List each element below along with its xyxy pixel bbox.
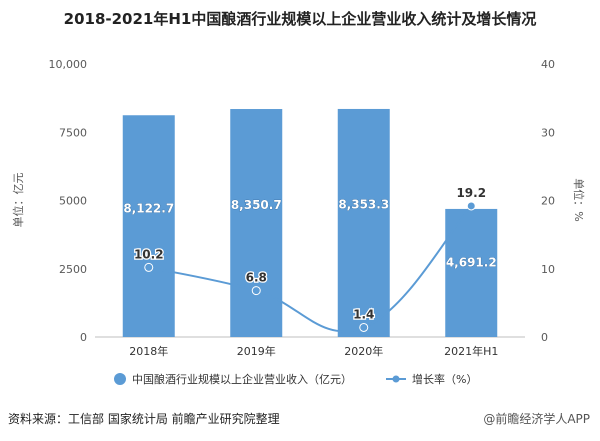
y-right-tick-label: 30: [541, 126, 555, 139]
y-left-tick-label: 2500: [59, 263, 87, 276]
axes: 0 2500 5000 7500 10,000 0 10 20 30 40 单位：亿元 单位：% 201…: [11, 58, 586, 358]
bar: [445, 208, 498, 337]
y-right-tick-label: 20: [541, 195, 555, 208]
data-labels: 8,122.7 8,350.7 8,353.3 4,691.2 10.2 6.8 1.4 19…: [123, 185, 497, 323]
line-value-label: 19.2: [456, 186, 486, 200]
watermark-text: @前瞻经济学人APP: [483, 412, 590, 426]
line-point: [359, 322, 369, 332]
x-tick-label: 2021年H1: [444, 344, 498, 358]
y-left-axis-label: 单位：亿元: [11, 173, 25, 228]
legend: 中国酿酒行业规模以上企业营业收入（亿元） 增长率（%）: [114, 372, 477, 386]
y-right-axis-label: 单位：%: [572, 178, 586, 221]
bar-value-label: 8,122.7: [123, 201, 174, 215]
line-series: [144, 201, 476, 333]
x-tick-label: 2018年: [129, 344, 168, 358]
growth-line: [148, 205, 472, 333]
y-right-tick-label: 40: [541, 58, 555, 71]
bar-series: [122, 108, 498, 338]
line-point: [466, 201, 476, 211]
bar: [122, 115, 175, 337]
bar: [337, 108, 390, 337]
y-left-tick-label: 0: [80, 331, 87, 344]
bar-value-label: 8,350.7: [231, 198, 282, 212]
line-value-label: 10.2: [134, 247, 164, 261]
legend-line-label: 增长率（%）: [412, 372, 477, 386]
x-tick-label: 2020年: [344, 344, 383, 358]
chart-title: 2018-2021年H1中国酿酒行业规模以上企业营业收入统计及增长情况: [63, 10, 537, 28]
y-right-tick-label: 10: [541, 263, 555, 276]
y-left-tick-label: 5000: [59, 195, 87, 208]
legend-bar-marker: [114, 373, 126, 385]
line-point: [251, 286, 261, 296]
line-point: [144, 262, 154, 272]
bar-value-label: 8,353.3: [338, 198, 389, 212]
legend-bar-label: 中国酿酒行业规模以上企业营业收入（亿元）: [132, 372, 352, 386]
x-tick-label: 2019年: [237, 344, 276, 358]
source-note: 资料来源：工信部 国家统计局 前瞻产业研究院整理: [8, 412, 280, 426]
legend-line-dot: [392, 375, 400, 383]
y-left-tick-label: 10,000: [49, 58, 88, 71]
line-value-label: 1.4: [353, 307, 374, 321]
y-left-tick-label: 7500: [59, 126, 87, 139]
bar-value-label: 4,691.2: [446, 256, 497, 270]
y-right-tick-label: 0: [541, 331, 548, 344]
bar: [230, 109, 283, 338]
line-value-label: 6.8: [246, 271, 267, 285]
